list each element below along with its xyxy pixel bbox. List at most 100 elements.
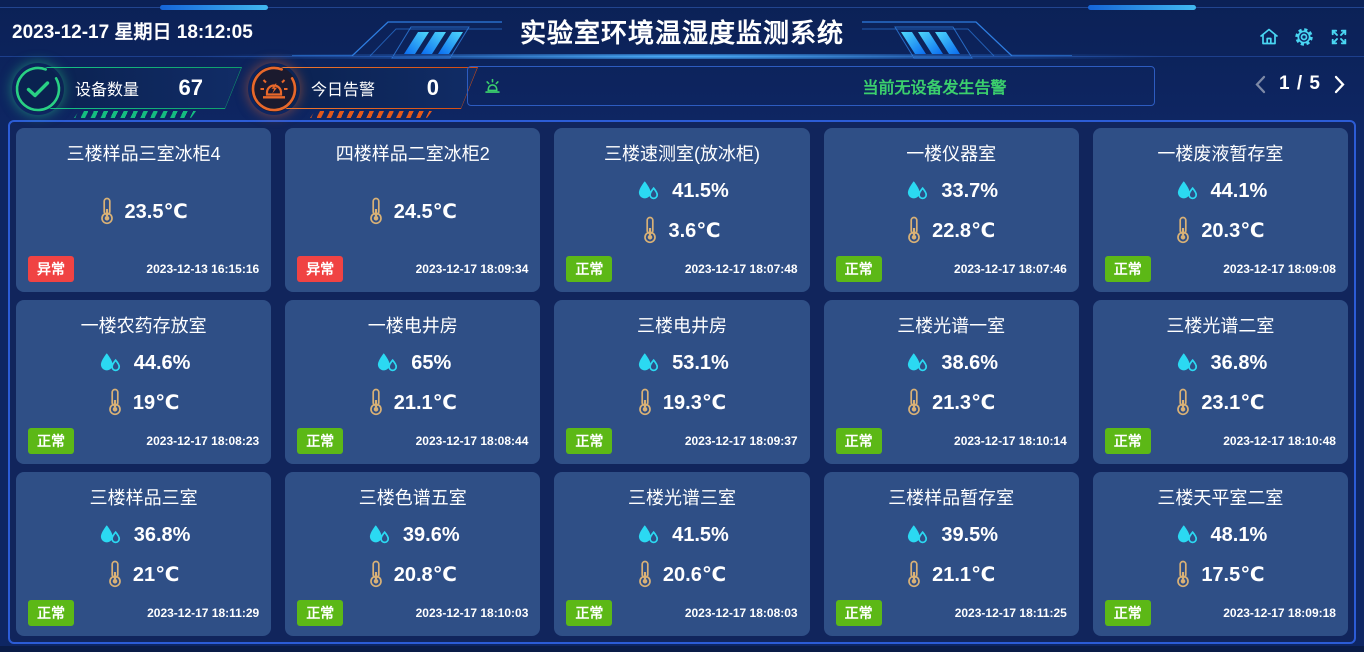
humidity-icon (635, 522, 661, 548)
thermometer-icon (638, 560, 652, 588)
pagination: 1 / 5 (1254, 73, 1346, 95)
sensor-card[interactable]: 一楼废液暂存室 44.1% (1092, 128, 1348, 292)
temperature-value: 21℃ (132, 563, 180, 586)
humidity-value: 65% (411, 351, 452, 374)
card-readings: 44.6% 19℃ (28, 338, 259, 428)
humidity-icon (904, 178, 930, 204)
room-name: 三楼光谱一室 (897, 316, 1006, 336)
sensor-card[interactable]: 一楼电井房 65% (285, 300, 541, 464)
card-footer: 正常 2023-12-17 18:11:25 (835, 600, 1067, 626)
sensor-card[interactable]: 三楼电井房 53.1% (554, 300, 810, 464)
datetime-display: 2023-12-17 星期日 18:12:05 (12, 22, 253, 43)
card-readings: 48.1% 17.5℃ (1105, 510, 1336, 600)
status-badge: 正常 (1104, 428, 1151, 454)
temperature-value: 24.5℃ (393, 200, 457, 223)
reading-timestamp: 2023-12-17 18:09:37 (684, 434, 798, 448)
fullscreen-icon[interactable] (1328, 26, 1350, 48)
status-badge: 异常 (297, 256, 344, 282)
siren-icon (482, 76, 503, 97)
room-name: 一楼农药存放室 (80, 316, 207, 336)
status-badge: 正常 (1104, 600, 1151, 626)
device-count-value: 67 (178, 75, 203, 100)
header-divider-glow (0, 54, 1364, 59)
room-name: 一楼废液暂存室 (1157, 144, 1284, 164)
temperature-row: 20.8℃ (369, 560, 457, 588)
temperature-value: 20.3℃ (1201, 219, 1265, 242)
humidity-row: 44.1% (1174, 178, 1267, 204)
humidity-icon (97, 350, 123, 376)
sensor-card[interactable]: 三楼天平室二室 48.1% (1092, 472, 1348, 636)
sensor-card[interactable]: 三楼样品三室 36.8% (16, 472, 272, 636)
reading-timestamp: 2023-12-17 18:10:03 (415, 606, 529, 620)
temperature-row: 21.3℃ (907, 388, 995, 416)
status-badge: 正常 (297, 428, 344, 454)
room-name: 三楼样品三室 (89, 488, 198, 508)
card-readings: 33.7% 22.8℃ (836, 166, 1067, 256)
page-prev-button[interactable] (1254, 75, 1266, 94)
reading-timestamp: 2023-12-17 18:08:03 (684, 606, 798, 620)
header-toolbar (1258, 26, 1350, 48)
header-top-line (0, 7, 1364, 8)
temperature-row: 21.1℃ (369, 388, 457, 416)
card-footer: 正常 2023-12-17 18:09:37 (566, 428, 798, 454)
room-name: 一楼仪器室 (906, 144, 997, 164)
cards-panel: 三楼样品三室冰柜4 23.5℃ 异常 2023-12-13 16:15:16 四 (8, 120, 1356, 644)
alert-message: 当前无设备发生告警 (862, 80, 1007, 97)
room-name: 三楼电井房 (636, 316, 727, 336)
thermometer-icon (108, 388, 122, 416)
status-badge: 正常 (835, 256, 882, 282)
sensor-card[interactable]: 三楼样品三室冰柜4 23.5℃ 异常 2023-12-13 16:15:16 (16, 128, 272, 292)
card-footer: 正常 2023-12-17 18:10:14 (835, 428, 1067, 454)
humidity-value: 53.1% (672, 351, 729, 374)
temperature-row: 20.6℃ (638, 560, 726, 588)
page-next-button[interactable] (1334, 75, 1346, 94)
reading-timestamp: 2023-12-17 18:10:14 (954, 434, 1067, 448)
humidity-value: 33.7% (941, 179, 999, 202)
card-readings: 41.5% 20.6℃ (566, 510, 797, 600)
sensor-card[interactable]: 四楼样品二室冰柜2 24.5℃ 异常 2023-12-17 18:09:34 (285, 128, 541, 292)
status-badge: 正常 (28, 600, 74, 626)
temperature-row: 3.6℃ (643, 216, 721, 244)
temperature-value: 21.1℃ (932, 563, 996, 586)
temperature-value: 3.6℃ (668, 219, 721, 242)
sensor-card[interactable]: 三楼样品暂存室 39.5% (823, 472, 1079, 636)
settings-icon[interactable] (1293, 26, 1315, 48)
temperature-value: 20.8℃ (393, 563, 457, 586)
sensor-card[interactable]: 三楼色谱五室 39.6% (285, 472, 541, 636)
temperature-row: 23.5℃ (100, 197, 188, 225)
reading-timestamp: 2023-12-17 18:08:23 (146, 434, 260, 448)
card-footer: 正常 2023-12-17 18:10:03 (297, 600, 528, 626)
humidity-row: 36.8% (97, 522, 190, 548)
sensor-card[interactable]: 三楼光谱一室 38.6% (823, 300, 1079, 464)
alarm-count-value: 0 (426, 75, 439, 100)
thermometer-icon (907, 560, 921, 588)
alert-ticker-bar: 当前无设备发生告警 (467, 66, 1155, 106)
sensor-card[interactable]: 三楼速测室(放冰柜) 41.5% (554, 128, 810, 292)
room-name: 三楼速测室(放冰柜) (603, 144, 760, 164)
reading-timestamp: 2023-12-17 18:10:48 (1223, 434, 1336, 448)
humidity-icon (374, 350, 400, 376)
sensor-card[interactable]: 一楼仪器室 33.7% (823, 128, 1079, 292)
reading-timestamp: 2023-12-17 18:11:29 (147, 606, 260, 620)
status-badge: 正常 (566, 428, 613, 454)
home-icon[interactable] (1258, 26, 1280, 48)
humidity-value: 39.5% (941, 523, 999, 546)
sensor-card[interactable]: 三楼光谱三室 41.5% (554, 472, 810, 636)
temperature-value: 22.8℃ (932, 219, 996, 242)
temperature-value: 20.6℃ (662, 563, 727, 586)
reading-timestamp: 2023-12-17 18:08:44 (415, 434, 529, 448)
status-badge: 异常 (28, 256, 74, 282)
thermometer-icon (1176, 388, 1190, 416)
humidity-value: 39.6% (402, 523, 460, 546)
status-badge: 正常 (835, 428, 882, 454)
page-indicator: 1 / 5 (1279, 73, 1321, 94)
card-footer: 正常 2023-12-17 18:08:03 (566, 600, 798, 626)
temperature-row: 19.3℃ (638, 388, 726, 416)
sensor-card[interactable]: 一楼农药存放室 44.6% (16, 300, 272, 464)
card-grid: 三楼样品三室冰柜4 23.5℃ 异常 2023-12-13 16:15:16 四 (16, 128, 1348, 636)
sensor-card[interactable]: 三楼光谱二室 36.8% (1092, 300, 1348, 464)
card-readings: 65% 21.1℃ (297, 338, 528, 428)
humidity-row: 33.7% (904, 178, 998, 204)
temperature-row: 19℃ (108, 388, 179, 416)
thermometer-icon (100, 197, 114, 225)
